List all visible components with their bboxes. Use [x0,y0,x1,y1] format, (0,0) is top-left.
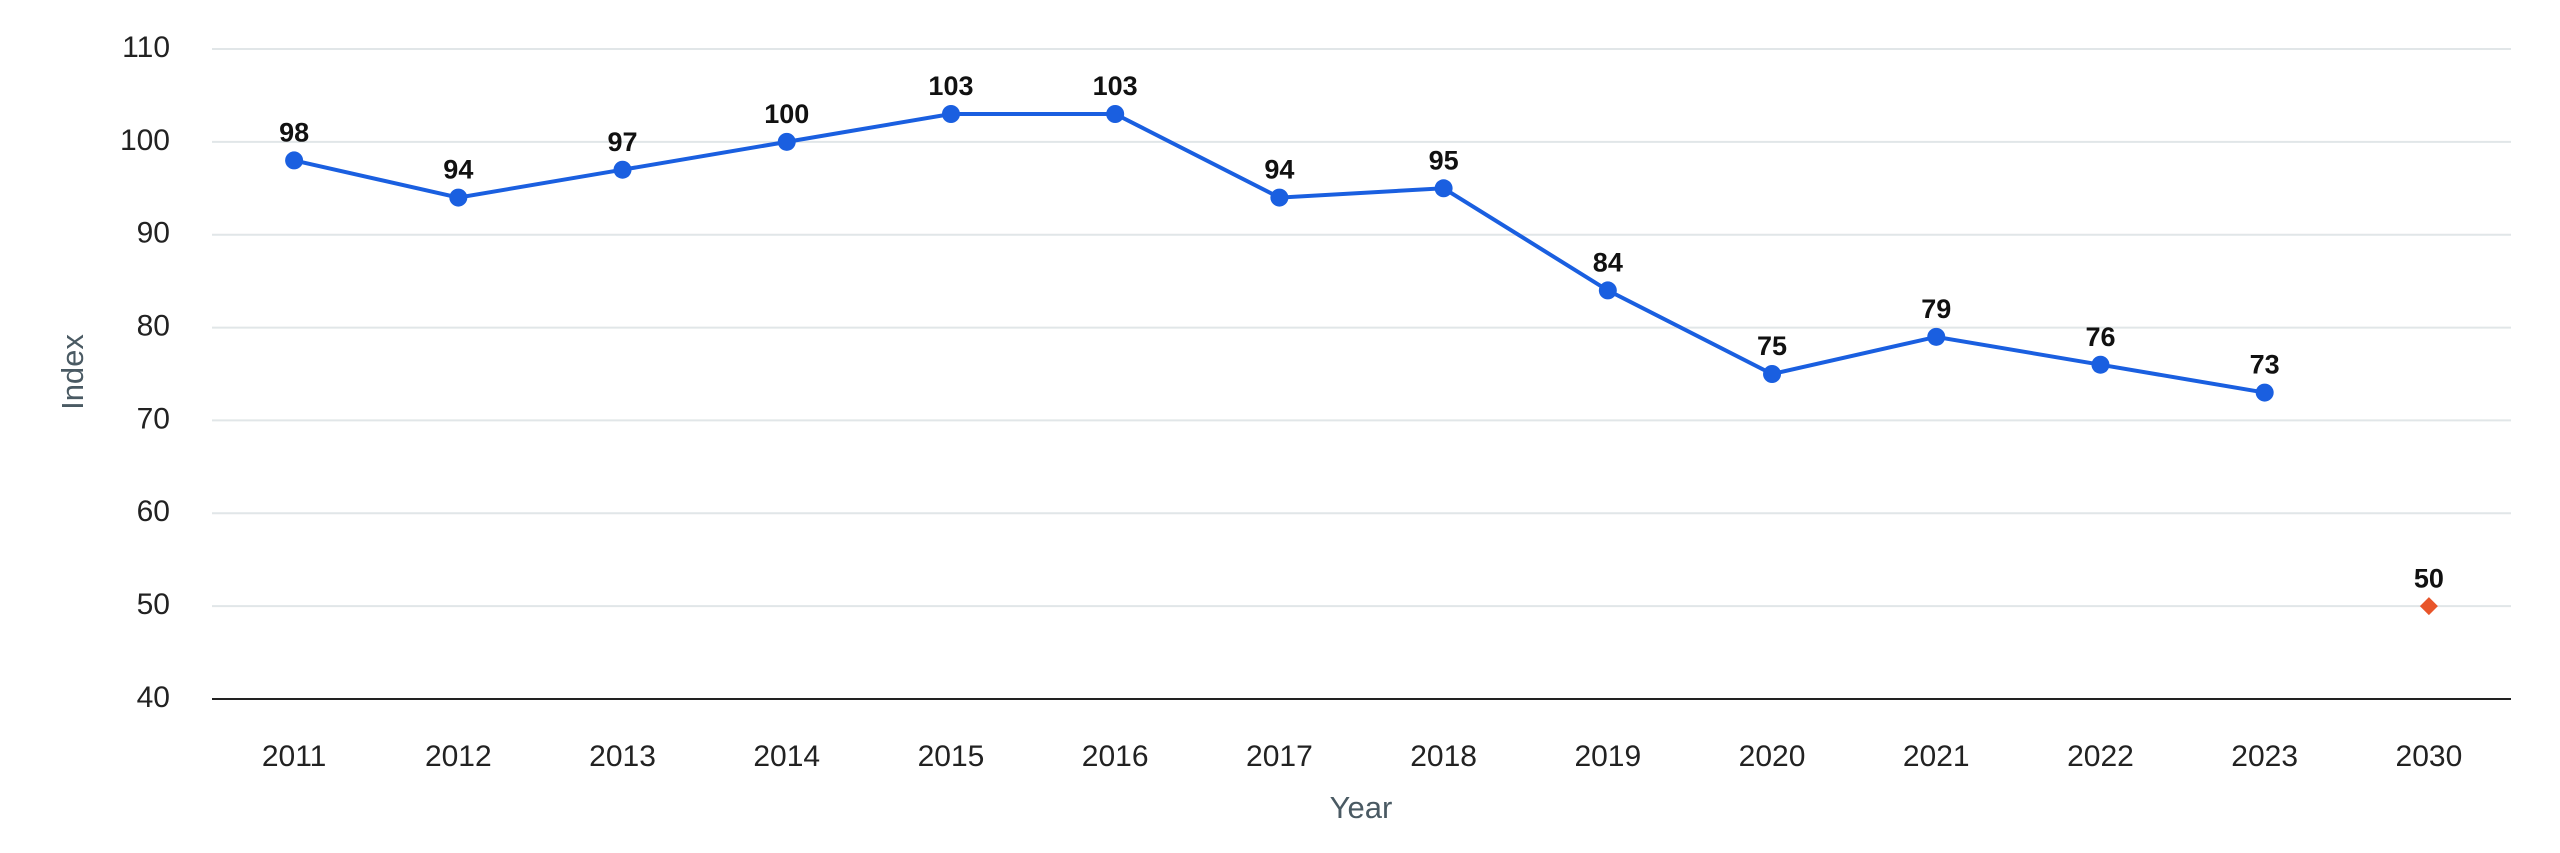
point [1927,327,1946,346]
data-label: 98 [279,118,309,148]
x-tick-label: 2021 [1903,740,1970,773]
point [2091,355,2110,374]
data-label: 76 [2085,322,2115,352]
data-label: 79 [1921,294,1951,324]
point [2419,597,2438,616]
y-tick-label: 40 [137,681,170,714]
x-tick-label: 2018 [1410,740,1477,773]
point [1106,105,1125,123]
y-tick-label: 70 [137,402,170,435]
x-tick-label: 2020 [1739,740,1806,773]
y-tick-label: 50 [137,588,170,621]
data-label: 95 [1429,145,1459,175]
y-axis-title: Index [55,334,90,410]
x-tick-label: 2015 [918,740,985,773]
y-tick-label: 80 [137,309,170,342]
data-label: 50 [2414,563,2444,593]
x-tick-label: 2012 [425,740,492,773]
x-axis-title: Year [1330,790,1393,825]
point [613,160,632,179]
x-tick-label: 2013 [589,740,656,773]
point [1763,365,1782,383]
point [285,151,304,170]
x-tick-label: 2011 [262,740,327,773]
x-tick-label: 2022 [2067,740,2134,773]
data-label: 75 [1757,331,1787,361]
data-label: 97 [608,127,638,157]
x-tick-label: 2016 [1082,740,1149,773]
data-label: 73 [2250,350,2280,380]
y-tick-label: 110 [122,31,170,64]
point [777,132,796,151]
data-label: 94 [443,155,473,185]
point [1270,188,1289,207]
data-label: 103 [1093,71,1138,101]
point [941,105,960,123]
y-tick-label: 90 [137,217,170,250]
x-tick-label: 2014 [753,740,820,773]
x-tick-label: 2030 [2396,740,2463,773]
point [2255,383,2274,402]
data-label: 103 [928,71,973,101]
x-tick-label: 2019 [1574,740,1641,773]
point [1598,281,1617,300]
point [1434,179,1453,198]
data-label: 100 [764,99,809,129]
y-tick-label: 60 [137,495,170,528]
x-tick-label: 2017 [1246,740,1313,773]
point [449,188,468,207]
x-tick-label: 2023 [2231,740,2298,773]
data-label: 84 [1593,248,1623,278]
y-tick-label: 100 [120,124,170,157]
data-label: 94 [1264,155,1294,185]
